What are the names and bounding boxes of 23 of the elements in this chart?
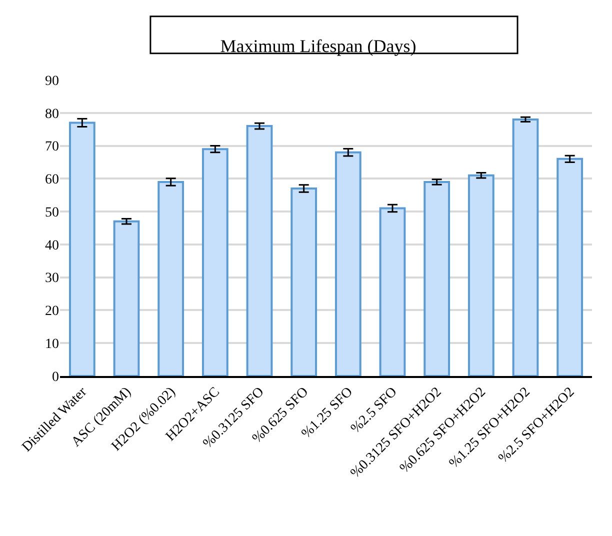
y-tick-label: 20 <box>45 304 59 320</box>
y-tick-label: 30 <box>45 271 59 286</box>
bar <box>379 207 406 376</box>
bar <box>246 125 273 376</box>
bar <box>158 180 184 376</box>
y-tick-label: 10 <box>45 337 59 352</box>
bar <box>468 174 494 376</box>
bar <box>556 158 584 376</box>
bar <box>424 180 450 376</box>
y-tick-label: 70 <box>45 140 59 155</box>
y-tick-label: 50 <box>45 205 59 220</box>
y-tick-label: 0 <box>52 370 59 385</box>
chart-title: Maximum Lifespan (Days) <box>220 36 416 56</box>
y-tick-label: 40 <box>45 238 59 254</box>
bar <box>113 220 140 376</box>
y-tick-label: 90 <box>45 74 59 89</box>
bar <box>202 148 228 376</box>
y-tick-label: 80 <box>45 106 59 122</box>
bar <box>334 151 362 376</box>
y-tick-label: 60 <box>45 172 59 188</box>
bar <box>512 118 539 376</box>
bar <box>290 188 318 376</box>
bar <box>68 122 96 376</box>
